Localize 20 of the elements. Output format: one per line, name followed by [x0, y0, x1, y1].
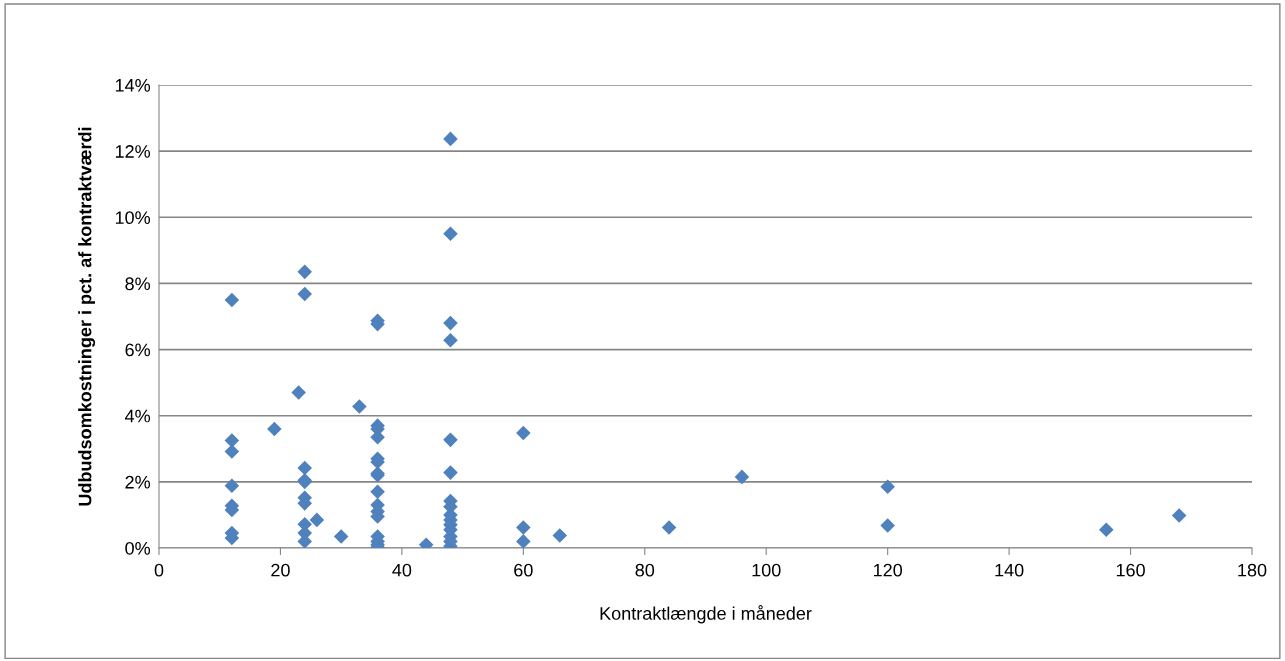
x-tick-label: 40: [392, 563, 412, 577]
x-tick-label: 140: [995, 563, 1024, 577]
x-tick-label: 160: [1116, 563, 1145, 577]
y-tick-label: 2%: [125, 475, 151, 489]
y-tick-label: 4%: [124, 409, 151, 423]
y-tick-label: 6%: [125, 343, 151, 357]
x-tick-label: 20: [271, 563, 290, 577]
x-tick-label: 100: [752, 563, 781, 577]
y-tick-label: 14%: [115, 79, 151, 92]
x-tick-label: 60: [514, 563, 533, 577]
y-axis-title: Udbudsomkostninger i pct. af kontraktværdi: [78, 127, 96, 506]
y-tick-label: 0%: [125, 541, 151, 555]
y-tick-label: 8%: [125, 277, 151, 291]
x-axis-title: Kontraktlængde i måneder: [600, 605, 812, 624]
y-tick-label: 10%: [115, 211, 151, 225]
x-tick-label: 80: [635, 563, 655, 577]
x-tick-label: 120: [873, 563, 903, 577]
x-tick-label: 180: [1238, 563, 1267, 577]
y-tick-label: 12%: [115, 145, 151, 158]
x-tick-label: 0: [154, 563, 164, 577]
